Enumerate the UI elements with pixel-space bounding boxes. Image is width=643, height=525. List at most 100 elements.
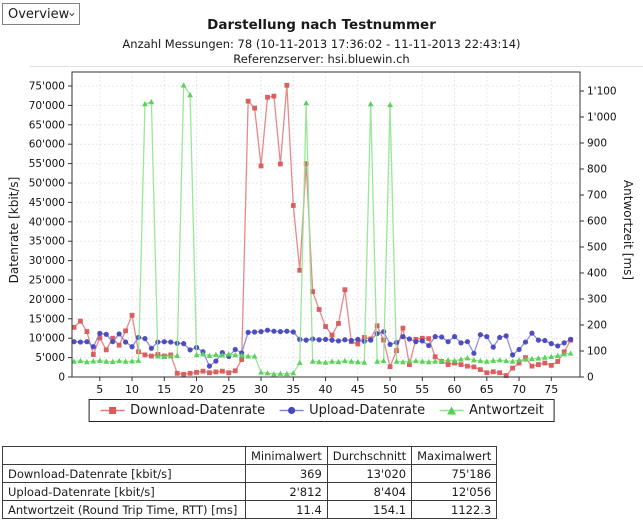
- antwortzeit-data-point: [122, 358, 129, 364]
- upload-datenrate-data-point: [426, 342, 432, 349]
- download-datenrate-data-point: [387, 364, 393, 370]
- stats-header-minimalwert: Minimalwert: [245, 446, 328, 465]
- antwortzeit-data-point: [116, 357, 123, 364]
- upload-datenrate-data-point: [97, 330, 103, 336]
- upload-datenrate-data-point: [142, 335, 148, 342]
- antwortzeit-data-point: [238, 352, 245, 358]
- upload-datenrate-data-point: [451, 334, 458, 340]
- upload-datenrate-data-point: [555, 343, 561, 349]
- antwortzeit-data-point: [477, 357, 484, 364]
- upload-datenrate-data-point: [71, 339, 77, 345]
- x-axis-tick-label: 40: [319, 383, 333, 396]
- antwortzeit-data-point: [167, 353, 174, 359]
- antwortzeit-data-point: [96, 357, 103, 363]
- upload-datenrate-data-point: [458, 340, 464, 346]
- download-datenrate-data-point: [226, 370, 232, 376]
- x-axis-tick-label: 30: [254, 383, 268, 396]
- antwortzeit-data-point: [180, 82, 187, 88]
- upload-datenrate-data-point: [284, 328, 290, 334]
- upload-datenrate-data-point: [110, 339, 116, 345]
- download-datenrate-data-point: [239, 357, 245, 362]
- upload-datenrate-data-point: [277, 329, 283, 335]
- right-axis-tick-label: 400: [587, 268, 607, 280]
- legend-item-antwortzeit: Antwortzeit: [438, 403, 544, 418]
- download-datenrate-data-point: [374, 323, 380, 329]
- right-axis-tick-label: 100: [587, 346, 607, 358]
- antwortzeit-data-point: [535, 355, 542, 361]
- antwortzeit-data-point: [316, 358, 322, 365]
- antwortzeit-data-point: [232, 351, 239, 358]
- stats-header-row: Minimalwert Durchschnitt Maximalwert: [2, 446, 498, 465]
- antwortzeit-data-point: [129, 358, 135, 364]
- download-datenrate-data-point: [149, 353, 154, 359]
- right-axis-tick-label: 600: [587, 216, 607, 228]
- upload-datenrate-data-point: [123, 339, 129, 345]
- download-datenrate-data-point: [71, 324, 77, 330]
- antwortzeit-data-point: [561, 351, 568, 357]
- antwortzeit-data-point: [412, 357, 419, 364]
- antwortzeit-data-point: [464, 355, 471, 361]
- upload-datenrate-data-point: [90, 344, 96, 350]
- right-axis-tick-label: 700: [587, 190, 607, 202]
- antwortzeit-data-point: [335, 358, 342, 365]
- download-datenrate-data-point: [290, 203, 296, 208]
- upload-datenrate-data-point: [316, 337, 322, 343]
- download-datenrate-data-point: [207, 370, 212, 376]
- download-datenrate-data-point: [258, 163, 264, 169]
- legend-label-upload: Upload-Datenrate: [309, 403, 426, 418]
- overview-dropdown[interactable]: Overview: [2, 3, 80, 25]
- antwortzeit-data-point: [387, 101, 393, 108]
- antwortzeit-data-point: [135, 357, 142, 363]
- upload-datenrate-data-point: [464, 339, 471, 345]
- upload-datenrate-data-point: [568, 336, 574, 342]
- upload-datenrate-data-point: [419, 338, 425, 344]
- download-datenrate-data-point: [271, 93, 277, 99]
- x-axis-tick-label: 75: [544, 383, 558, 396]
- left-axis-tick-label: 70'000: [29, 100, 65, 112]
- download-datenrate-data-point: [252, 105, 257, 111]
- upload-datenrate-data-point: [374, 330, 380, 337]
- download-datenrate-data-point: [219, 368, 225, 374]
- upload-datenrate-data-point: [445, 339, 451, 345]
- upload-datenrate-data-point: [503, 333, 509, 339]
- download-datenrate-data-point: [484, 370, 490, 376]
- upload-datenrate-data-point: [387, 341, 393, 348]
- download-datenrate-data-point: [407, 362, 412, 367]
- antwortzeit-data-point: [516, 357, 522, 363]
- upload-datenrate-data-point: [535, 337, 542, 343]
- antwortzeit-data-point: [271, 371, 277, 377]
- left-axis-tick-label: 25'000: [29, 275, 65, 287]
- left-axis-tick-label: 40'000: [29, 216, 65, 228]
- antwortzeit-series-line: [73, 83, 571, 375]
- antwortzeit-data-point: [84, 358, 90, 365]
- row-value: 8'404: [326, 482, 413, 501]
- download-datenrate-data-point: [503, 373, 509, 378]
- download-datenrate-data-point: [465, 363, 470, 369]
- stats-header-maximalwert: Maximalwert: [411, 446, 498, 465]
- upload-datenrate-data-point: [103, 331, 109, 337]
- antwortzeit-data-point: [174, 352, 181, 358]
- download-datenrate-data-point: [355, 341, 361, 347]
- antwortzeit-data-point: [425, 358, 432, 365]
- antwortzeit-data-point: [406, 358, 413, 364]
- row-value: 369: [245, 464, 328, 483]
- antwortzeit-data-point: [161, 353, 168, 360]
- row-label: Download-Datenrate [kbit/s]: [2, 464, 246, 483]
- upload-datenrate-data-point: [303, 337, 309, 343]
- left-axis-tick-label: 45'000: [29, 197, 65, 209]
- upload-datenrate-data-point: [129, 344, 135, 350]
- antwortzeit-data-point: [77, 357, 84, 364]
- left-axis-tick-label: 20'000: [29, 294, 65, 306]
- left-axis-tick-label: 60'000: [29, 139, 65, 151]
- row-label: Upload-Datenrate [kbit/s]: [2, 482, 246, 501]
- panel-divider: [30, 66, 643, 67]
- download-datenrate-data-point: [181, 371, 187, 377]
- antwortzeit-data-point: [367, 101, 374, 107]
- download-datenrate-data-point: [400, 325, 406, 331]
- antwortzeit-data-point: [541, 354, 548, 360]
- download-datenrate-data-point: [97, 335, 103, 341]
- upload-datenrate-data-point: [471, 350, 477, 356]
- antwortzeit-data-point: [103, 358, 110, 364]
- antwortzeit-data-point: [342, 357, 348, 364]
- antwortzeit-data-point: [380, 357, 387, 364]
